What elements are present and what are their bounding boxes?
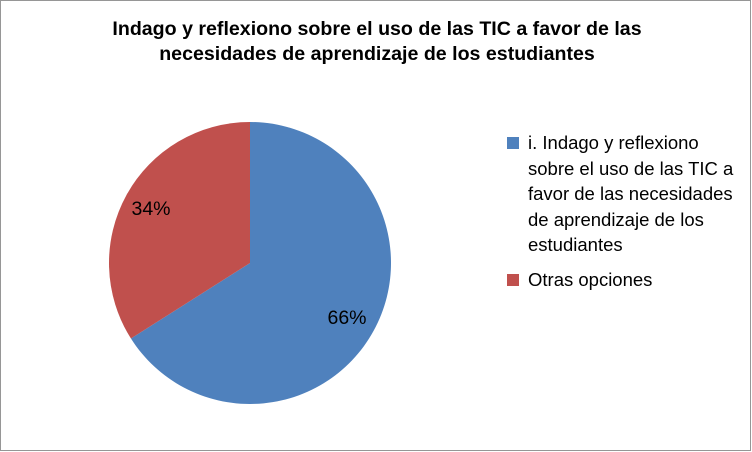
svg-text:34%: 34% (131, 198, 170, 220)
svg-text:66%: 66% (327, 307, 366, 329)
